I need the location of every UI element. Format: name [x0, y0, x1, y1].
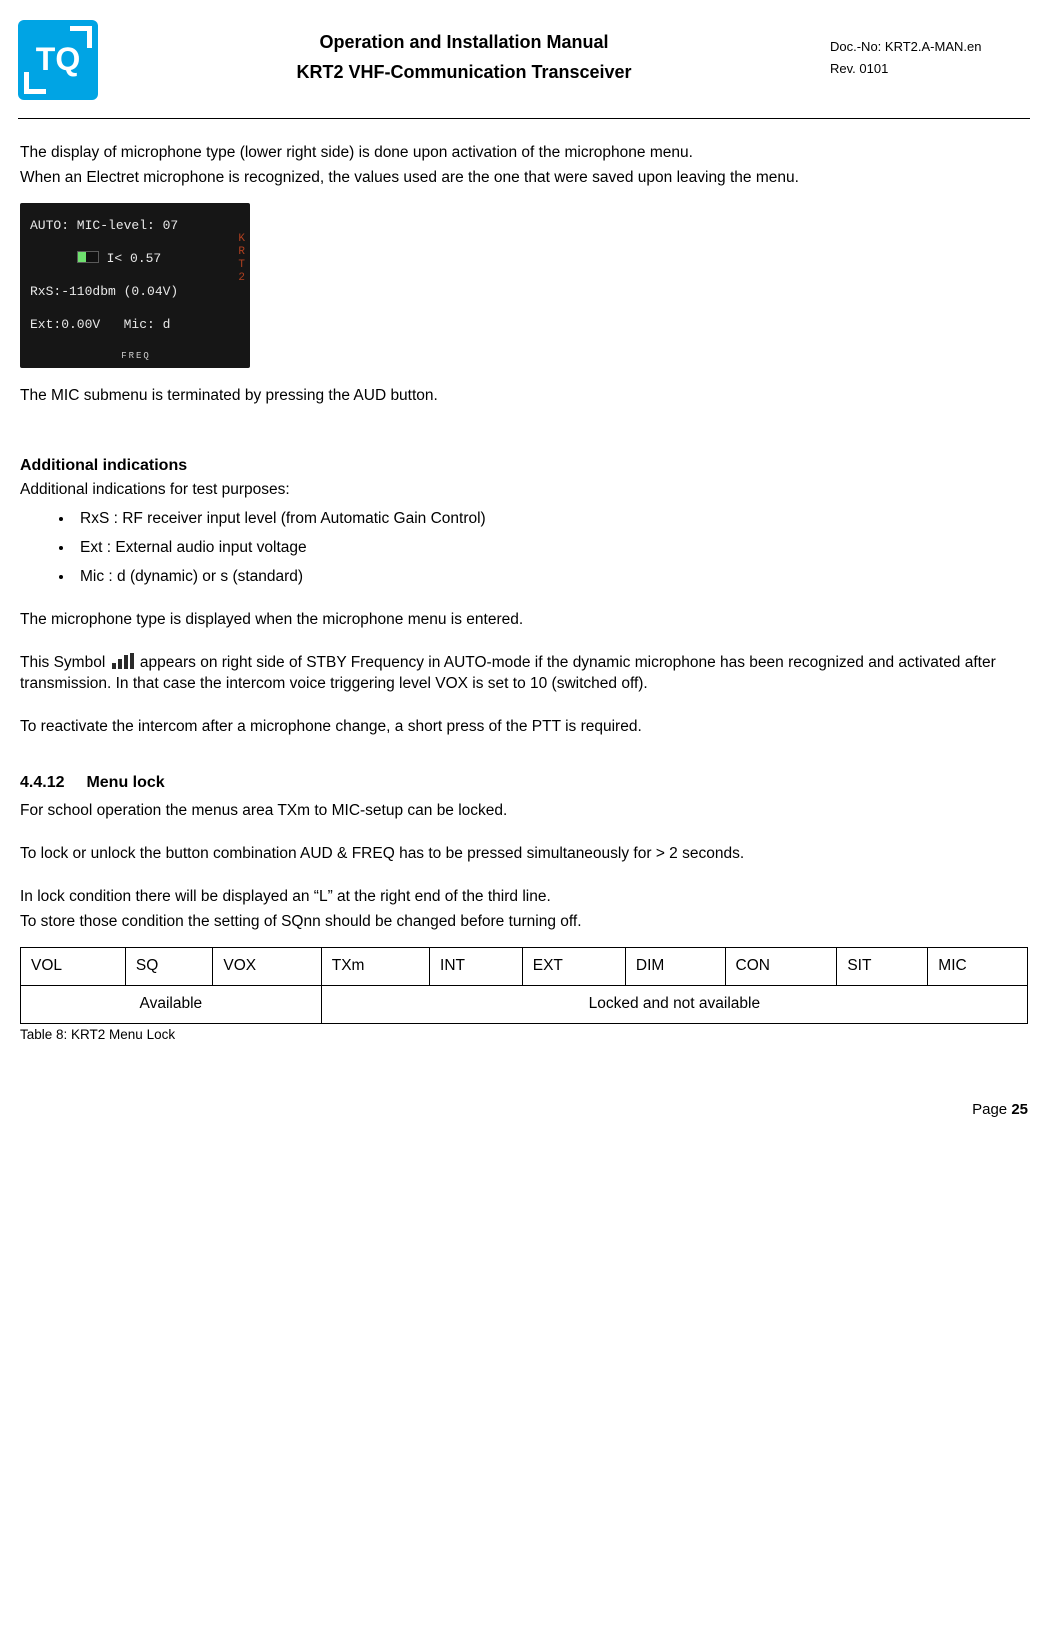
- menulock-p2: To lock or unlock the button combination…: [20, 844, 1028, 865]
- photo-line2: I< 0.57: [30, 250, 242, 268]
- title-line1: Operation and Installation Manual: [112, 30, 816, 54]
- list-item: Ext : External audio input voltage: [74, 534, 1028, 563]
- header-separator: [18, 118, 1030, 119]
- photo-line4: Ext:0.00V Mic: d: [30, 316, 242, 334]
- list-item: RxS : RF receiver input level (from Auto…: [74, 505, 1028, 534]
- table-cell: SIT: [837, 948, 928, 986]
- logo-text: TQ: [18, 20, 98, 100]
- additional-heading: Additional indications: [20, 455, 1028, 477]
- additional-after2: To reactivate the intercom after a micro…: [20, 717, 1028, 738]
- page-header: TQ Operation and Installation Manual KRT…: [18, 20, 1030, 118]
- menulock-p1: For school operation the menus area TXm …: [20, 801, 1028, 822]
- symbol-post: appears on right side of STBY Frequency …: [20, 654, 996, 692]
- table-cell: INT: [430, 948, 523, 986]
- table-caption: Table 8: KRT2 Menu Lock: [20, 1026, 1028, 1044]
- photo-freq-label: FREQ: [30, 350, 242, 362]
- table-cell: MIC: [928, 948, 1028, 986]
- intro-p1: The display of microphone type (lower ri…: [20, 143, 1028, 164]
- menulock-p3: In lock condition there will be displaye…: [20, 887, 1028, 908]
- symbol-paragraph: This Symbol appears on right side of STB…: [20, 653, 1028, 695]
- menu-lock-table: VOL SQ VOX TXm INT EXT DIM CON SIT MIC A…: [20, 947, 1028, 1024]
- photo-line3: RxS:-110dbm (0.04V): [30, 283, 242, 301]
- table-cell: CON: [725, 948, 837, 986]
- list-item: Mic : d (dynamic) or s (standard): [74, 563, 1028, 592]
- page-body: The display of microphone type (lower ri…: [18, 143, 1030, 1120]
- photo-line1: AUTO: MIC-level: 07: [30, 217, 242, 235]
- level-bars-icon: [77, 251, 99, 263]
- table-cell-locked: Locked and not available: [321, 985, 1027, 1023]
- section-title: Menu lock: [86, 774, 164, 791]
- doc-no: Doc.-No: KRT2.A-MAN.en: [830, 36, 1030, 58]
- intro-p2: When an Electret microphone is recognize…: [20, 168, 1028, 189]
- menulock-heading: 4.4.12 Menu lock: [20, 772, 1028, 794]
- table-cell: VOX: [213, 948, 321, 986]
- page-label: Page: [972, 1101, 1011, 1118]
- photo-edge-label: K R T 2: [238, 233, 246, 286]
- symbol-pre: This Symbol: [20, 654, 110, 671]
- table-row: Available Locked and not available: [21, 985, 1028, 1023]
- doc-rev: Rev. 0101: [830, 58, 1030, 80]
- additional-after1: The microphone type is displayed when th…: [20, 610, 1028, 631]
- table-cell-available: Available: [21, 985, 322, 1023]
- after-photo: The MIC submenu is terminated by pressin…: [20, 386, 1028, 407]
- mic-bars-icon: [112, 653, 134, 669]
- table-cell: EXT: [522, 948, 625, 986]
- section-number: 4.4.12: [20, 772, 82, 794]
- header-docinfo: Doc.-No: KRT2.A-MAN.en Rev. 0101: [830, 20, 1030, 80]
- additional-intro: Additional indications for test purposes…: [20, 480, 1028, 501]
- device-display-photo: AUTO: MIC-level: 07 I< 0.57 RxS:-110dbm …: [20, 203, 250, 368]
- header-title: Operation and Installation Manual KRT2 V…: [112, 20, 816, 85]
- title-line2: KRT2 VHF-Communication Transceiver: [112, 60, 816, 84]
- additional-list: RxS : RF receiver input level (from Auto…: [20, 505, 1028, 592]
- logo: TQ: [18, 20, 98, 100]
- page-number: 25: [1011, 1101, 1028, 1118]
- table-cell: VOL: [21, 948, 126, 986]
- table-cell: TXm: [321, 948, 429, 986]
- table-row: VOL SQ VOX TXm INT EXT DIM CON SIT MIC: [21, 948, 1028, 986]
- page-footer: Page 25: [20, 1100, 1028, 1120]
- table-cell: SQ: [125, 948, 213, 986]
- menulock-p4: To store those condition the setting of …: [20, 912, 1028, 933]
- table-cell: DIM: [625, 948, 725, 986]
